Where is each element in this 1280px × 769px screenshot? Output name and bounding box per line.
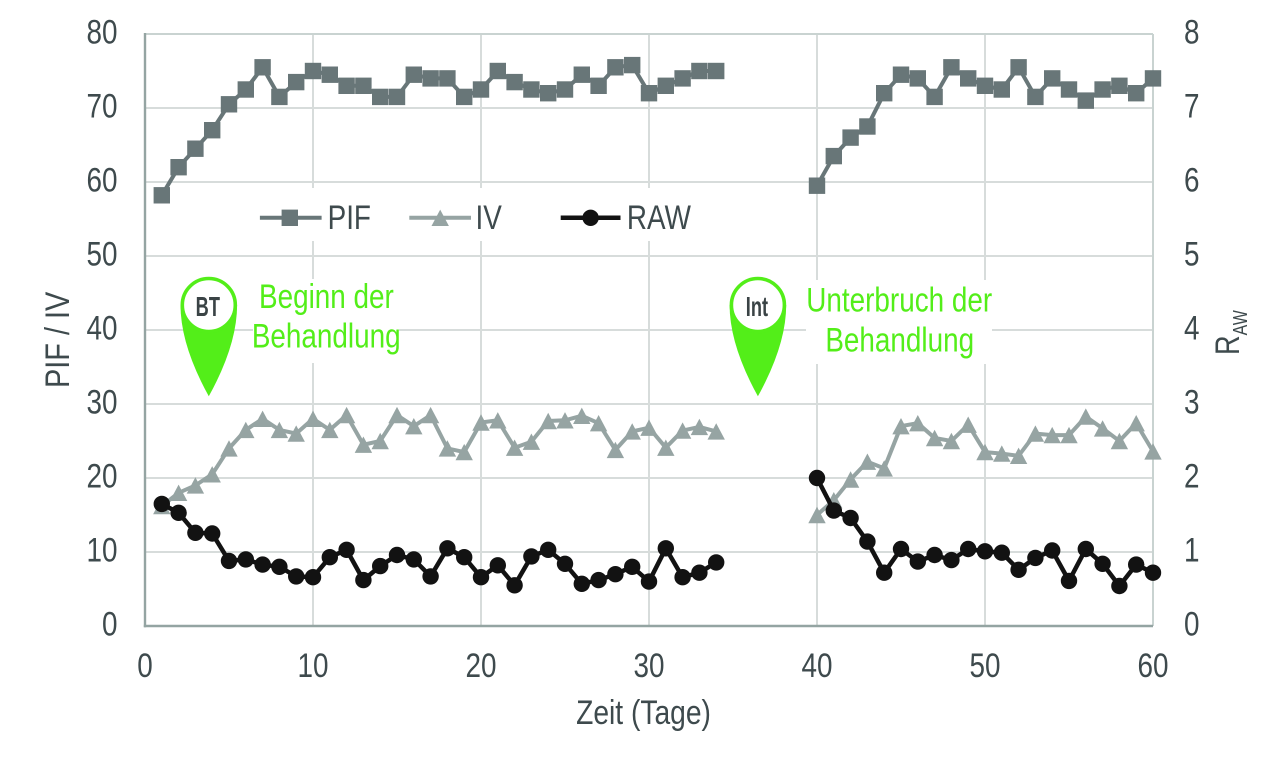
svg-text:Unterbruch der: Unterbruch der <box>806 281 992 319</box>
svg-text:4: 4 <box>1184 309 1200 347</box>
svg-text:Int: Int <box>746 292 768 323</box>
svg-text:PIF / IV: PIF / IV <box>38 292 77 388</box>
svg-text:Beginn der: Beginn der <box>259 277 394 315</box>
svg-text:10: 10 <box>297 646 328 684</box>
svg-text:IV: IV <box>476 198 503 236</box>
svg-text:20: 20 <box>86 457 117 495</box>
svg-text:7: 7 <box>1184 87 1200 125</box>
svg-text:1: 1 <box>1184 531 1200 569</box>
svg-text:40: 40 <box>801 646 832 684</box>
svg-text:40: 40 <box>86 309 117 347</box>
svg-text:RAW: RAW <box>627 198 692 236</box>
svg-text:0: 0 <box>102 605 118 643</box>
svg-text:BT: BT <box>196 292 221 323</box>
svg-text:6: 6 <box>1184 161 1200 199</box>
svg-text:0: 0 <box>1184 605 1200 643</box>
svg-text:70: 70 <box>86 87 117 125</box>
svg-text:Behandlung: Behandlung <box>825 321 974 359</box>
svg-text:5: 5 <box>1184 235 1200 273</box>
svg-text:60: 60 <box>1137 646 1168 684</box>
svg-text:50: 50 <box>969 646 1000 684</box>
svg-text:0: 0 <box>137 646 153 684</box>
svg-text:30: 30 <box>86 383 117 421</box>
svg-text:2: 2 <box>1184 457 1200 495</box>
svg-text:Zeit (Tage): Zeit (Tage) <box>576 693 711 731</box>
svg-text:50: 50 <box>86 235 117 273</box>
svg-text:30: 30 <box>633 646 664 684</box>
svg-text:Behandlung: Behandlung <box>252 317 401 355</box>
svg-text:80: 80 <box>86 13 117 51</box>
svg-text:8: 8 <box>1184 13 1200 51</box>
svg-text:20: 20 <box>465 646 496 684</box>
svg-text:PIF: PIF <box>328 198 371 236</box>
svg-text:60: 60 <box>86 161 117 199</box>
svg-text:3: 3 <box>1184 383 1200 421</box>
svg-text:10: 10 <box>86 531 117 569</box>
